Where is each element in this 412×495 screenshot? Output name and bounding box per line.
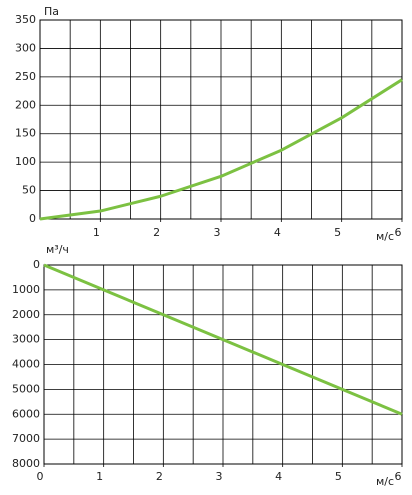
data-line (39, 78, 403, 221)
x-tick-label: 4 (274, 226, 281, 239)
y-tick-label: 3000 (12, 333, 40, 346)
y-tick-label: 2000 (12, 308, 40, 321)
y-tick-label: 200 (15, 98, 36, 111)
y-tick-label: 0 (33, 258, 40, 271)
x-tick-label: 1 (93, 226, 100, 239)
y-tick-label: 50 (22, 184, 36, 197)
x-tick-label: 2 (156, 470, 163, 483)
y-tick-label: 7000 (12, 432, 40, 445)
x-tick-label: 6 (395, 470, 402, 483)
y-axis-label: м³/ч (46, 243, 69, 256)
x-tick-label: 5 (334, 226, 341, 239)
y-tick-label: 350 (15, 13, 36, 26)
y-tick-label: 6000 (12, 407, 40, 420)
data-line (43, 263, 403, 416)
x-tick-label: 2 (153, 226, 160, 239)
x-tick-label: 5 (335, 470, 342, 483)
y-tick-label: 5000 (12, 382, 40, 395)
plot-frame (39, 19, 403, 220)
y-tick-label: 8000 (12, 457, 40, 470)
plot-frame (43, 264, 403, 465)
x-axis-label: м/с (376, 230, 394, 243)
y-tick-label: 1000 (12, 283, 40, 296)
x-tick-label: 3 (214, 226, 221, 239)
y-tick-label: 4000 (12, 358, 40, 371)
x-tick-label: 4 (275, 470, 282, 483)
y-tick-label: 250 (15, 70, 36, 83)
y-tick-label: 300 (15, 41, 36, 54)
x-tick-label: 0 (37, 470, 44, 483)
y-tick-label: 150 (15, 127, 36, 140)
x-tick-label: 6 (395, 226, 402, 239)
x-tick-label: 1 (96, 470, 103, 483)
y-axis-label: Па (44, 5, 59, 18)
x-tick-label: 3 (216, 470, 223, 483)
y-tick-label: 0 (29, 212, 36, 225)
y-tick-label: 100 (15, 155, 36, 168)
x-axis-label: м/с (376, 475, 394, 488)
